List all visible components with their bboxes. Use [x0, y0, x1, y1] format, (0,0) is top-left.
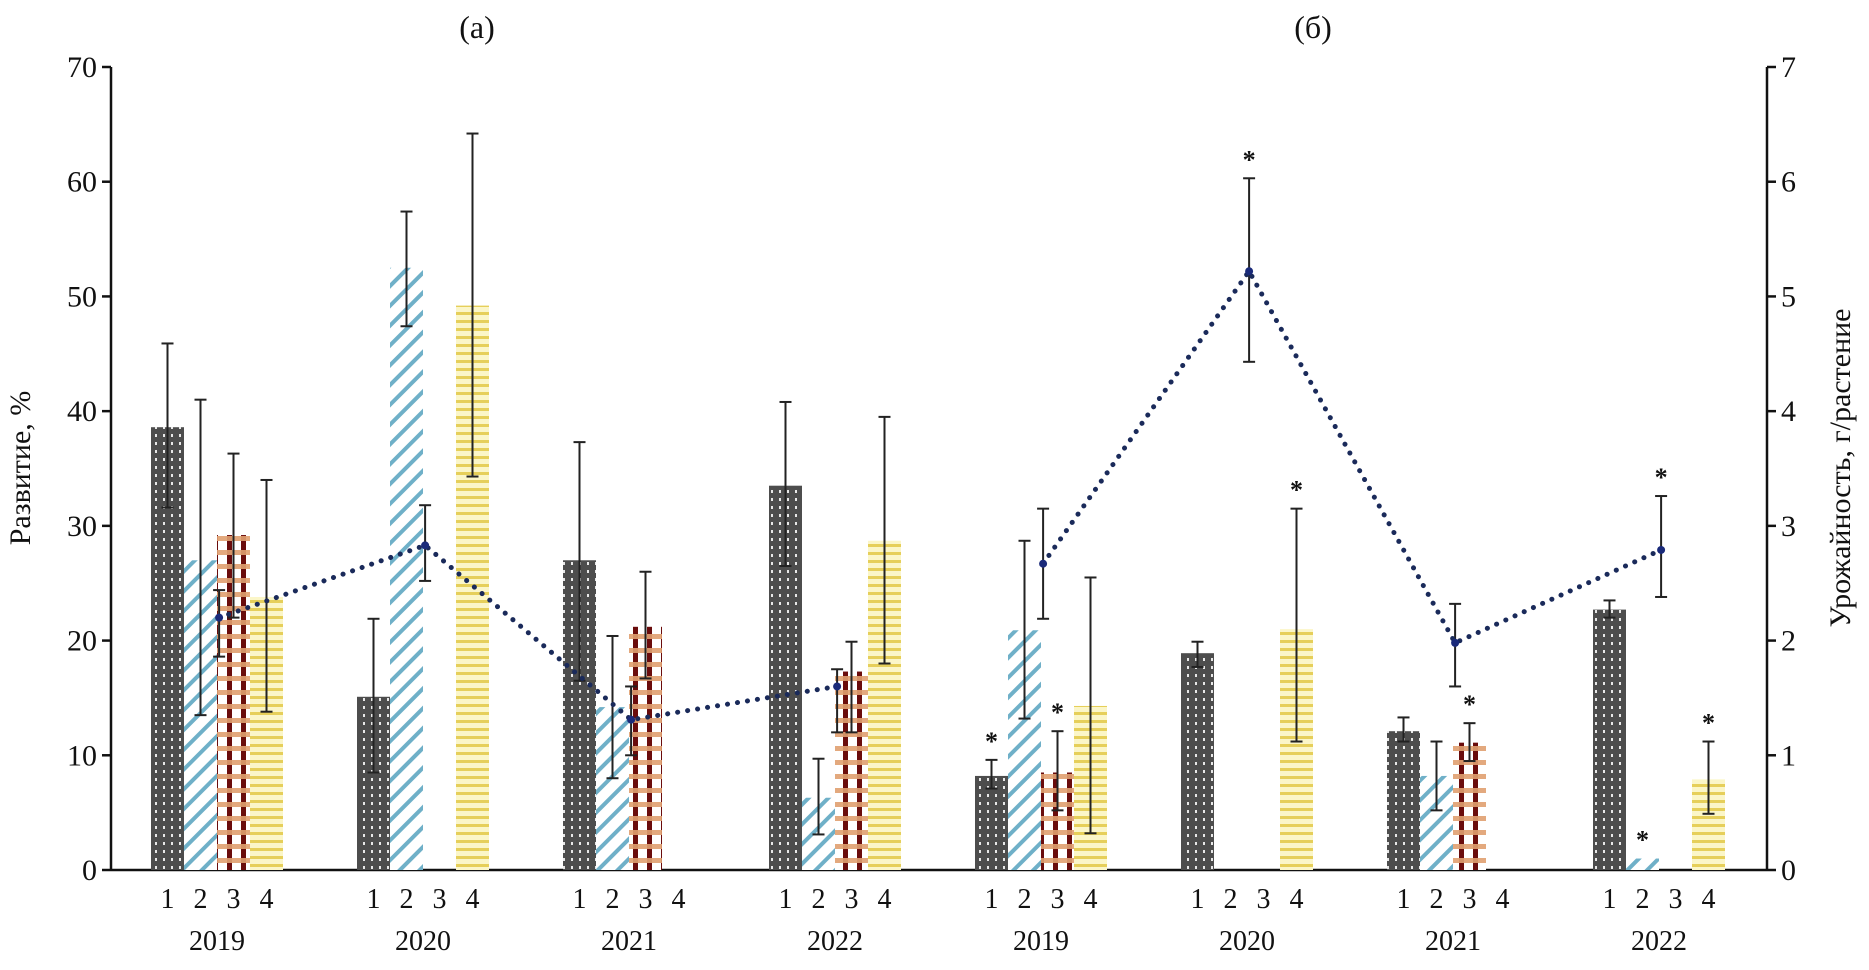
left-tick-label: 40	[67, 395, 97, 428]
significance-star: *	[1290, 476, 1303, 505]
yield-line-panel-1	[216, 542, 840, 723]
significance-star: *	[1702, 709, 1715, 738]
bar-left-2020-2	[390, 267, 423, 870]
left-tick-label: 10	[67, 739, 97, 772]
bar-right-2021-3	[1453, 742, 1486, 870]
left-tick-label: 70	[67, 51, 97, 84]
year-label: 2019	[189, 926, 245, 957]
yield-point	[215, 613, 224, 622]
category-label: 2	[400, 884, 414, 915]
yield-point	[833, 682, 842, 691]
category-label: 2	[1224, 884, 1238, 915]
right-tick-label: 2	[1781, 625, 1796, 658]
year-label: 2021	[601, 926, 657, 957]
yield-point	[1245, 267, 1254, 276]
category-label: 4	[1702, 884, 1716, 915]
left-tick-label: 20	[67, 625, 97, 658]
year-label: 2022	[807, 926, 863, 957]
right-tick-label: 4	[1781, 395, 1796, 428]
category-label: 1	[367, 884, 381, 915]
panel-label-a: (a)	[459, 9, 495, 45]
right-tick-label: 0	[1781, 854, 1796, 887]
significance-star: *	[1463, 690, 1476, 719]
right-tick-label: 6	[1781, 166, 1796, 199]
yield-point	[1657, 545, 1666, 554]
category-label: 2	[194, 884, 208, 915]
right-tick-label: 7	[1781, 51, 1796, 84]
bar-right-2022-1	[1593, 609, 1626, 870]
category-label: 3	[1051, 884, 1065, 915]
category-label: 1	[161, 884, 175, 915]
category-label: 3	[433, 884, 447, 915]
right-y-axis-title: Урожайность, г/растение	[1824, 309, 1857, 628]
category-label: 3	[845, 884, 859, 915]
category-label: 1	[779, 884, 793, 915]
category-label: 2	[1018, 884, 1032, 915]
category-label: 3	[639, 884, 653, 915]
left-tick-label: 0	[82, 854, 97, 887]
yield-point	[421, 541, 430, 550]
bar-right-2021-1	[1387, 731, 1420, 870]
right-tick-label: 3	[1781, 510, 1796, 543]
left-tick-label: 60	[67, 166, 97, 199]
category-label: 2	[606, 884, 620, 915]
category-label: 4	[1084, 884, 1098, 915]
bar-right-2022-2	[1626, 858, 1659, 870]
bar-right-2019-1	[975, 775, 1008, 870]
category-label: 2	[812, 884, 826, 915]
yield-point	[1039, 559, 1048, 568]
right-tick-label: 5	[1781, 280, 1796, 313]
category-label: 3	[1463, 884, 1477, 915]
category-label: 4	[260, 884, 274, 915]
left-tick-label: 50	[67, 280, 97, 313]
category-label: 1	[1397, 884, 1411, 915]
left-y-axis-title: Развитие, %	[4, 391, 37, 546]
category-label: 4	[1496, 884, 1510, 915]
category-label: 4	[466, 884, 480, 915]
category-label: 1	[985, 884, 999, 915]
category-label: 4	[878, 884, 892, 915]
year-label: 2019	[1013, 926, 1069, 957]
category-label: 3	[227, 884, 241, 915]
yield-line-panel-2	[1040, 266, 1664, 647]
significance-star: *	[1243, 145, 1256, 174]
bar-right-2020-1	[1181, 653, 1214, 870]
category-label: 1	[1191, 884, 1205, 915]
year-label: 2020	[1219, 926, 1275, 957]
category-label: 2	[1430, 884, 1444, 915]
significance-star: *	[985, 727, 998, 756]
yield-point	[1451, 638, 1460, 647]
year-label: 2020	[395, 926, 451, 957]
year-label: 2021	[1425, 926, 1481, 957]
category-label: 4	[672, 884, 686, 915]
right-tick-label: 1	[1781, 739, 1796, 772]
category-label: 3	[1257, 884, 1271, 915]
category-label: 3	[1669, 884, 1683, 915]
left-tick-label: 30	[67, 510, 97, 543]
significance-star: *	[1655, 463, 1668, 492]
category-label: 1	[1603, 884, 1617, 915]
significance-star: *	[1636, 826, 1649, 855]
panel-label-b: (б)	[1294, 9, 1332, 45]
category-label: 2	[1636, 884, 1650, 915]
yield-point	[627, 715, 636, 724]
category-label: 4	[1290, 884, 1304, 915]
year-label: 2022	[1631, 926, 1687, 957]
category-label: 1	[573, 884, 587, 915]
significance-star: *	[1051, 698, 1064, 727]
